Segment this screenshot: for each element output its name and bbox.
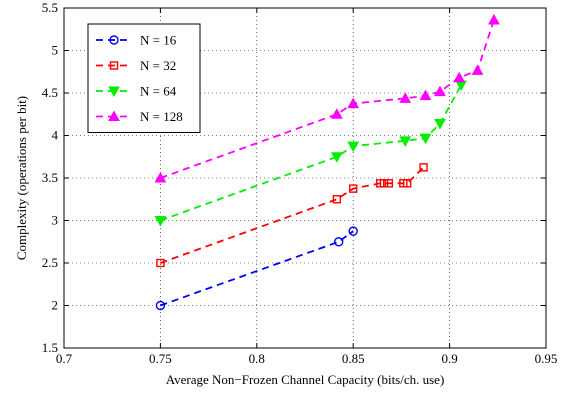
series-line [160,166,425,264]
x-tick-label: 0.7 [56,351,73,366]
data-point-circle [155,300,166,311]
data-point-circle [348,226,358,236]
x-tick-label: 0.8 [249,351,265,366]
legend-label: N = 128 [140,109,183,124]
y-tick-label: 2.5 [42,255,58,270]
data-point-square [379,179,389,188]
x-axis-label: Average Non−Frozen Channel Capacity (bit… [166,372,445,387]
data-point-triangle-down [154,216,167,227]
axis-ticks: 0.7 0.75 0.8 0.85 0.9 0.95 1.5 2 2.5 3 3.5 4 4.5 5 5.5 [42,0,558,366]
x-tick-label: 0.85 [342,351,365,366]
series-2 [156,163,428,268]
x-tick-label: 0.95 [535,351,558,366]
y-tick-label: 5.5 [42,0,58,15]
y-tick-label: 1.5 [42,340,58,355]
data-point-triangle-down [399,136,412,147]
x-tick-label: 0.75 [149,351,172,366]
series-line [160,230,354,307]
legend: N = 16 N = 32 N = 64 N = 128 [87,23,201,133]
data-point-triangle-up [154,171,167,183]
legend-item: N = 128 [96,109,183,124]
data-point-square [332,195,342,204]
series-3 [154,80,468,227]
y-tick-label: 2 [52,298,59,313]
data-point-triangle-down [330,152,343,163]
legend-item: N = 32 [96,58,176,73]
data-point-triangle-up [347,97,360,109]
data-point-triangle-up [434,85,446,97]
x-tick-label: 0.9 [441,351,457,366]
data-point-triangle-up [453,71,466,83]
data-point-square [419,163,428,172]
data-point-circle [334,237,344,247]
y-tick-label: 3.5 [42,170,58,185]
data-point-triangle-down [419,133,432,145]
y-tick-label: 4.5 [42,85,58,100]
y-tick-label: 4 [52,128,59,143]
data-point-triangle-down [347,141,360,153]
data-point-triangle-up [108,110,120,121]
series-4 [154,13,500,183]
data-point-triangle-up [488,13,500,25]
data-point-triangle-down [434,119,446,130]
data-point-square [109,61,119,70]
data-point-square [384,179,394,188]
legend-item: N = 64 [96,84,177,99]
data-point-triangle-up [330,108,343,119]
data-point-square [156,258,165,268]
data-point-circle [109,35,119,45]
data-point-square [402,179,412,188]
series-group [154,13,500,311]
data-point-square [349,184,358,193]
y-tick-label: 5 [52,43,59,58]
legend-box [87,23,201,133]
legend-label: N = 16 [140,33,177,48]
legend-label: N = 64 [140,84,177,99]
series-1 [155,226,358,311]
y-tick-label: 3 [52,213,59,228]
legend-label: N = 32 [140,58,176,73]
y-axis-label: Complexity (operations per bit) [14,96,29,260]
data-point-triangle-up [399,92,412,103]
data-point-triangle-up [419,89,432,101]
data-point-triangle-down [108,86,120,98]
legend-item: N = 16 [96,33,177,48]
data-point-triangle-up [471,64,484,75]
